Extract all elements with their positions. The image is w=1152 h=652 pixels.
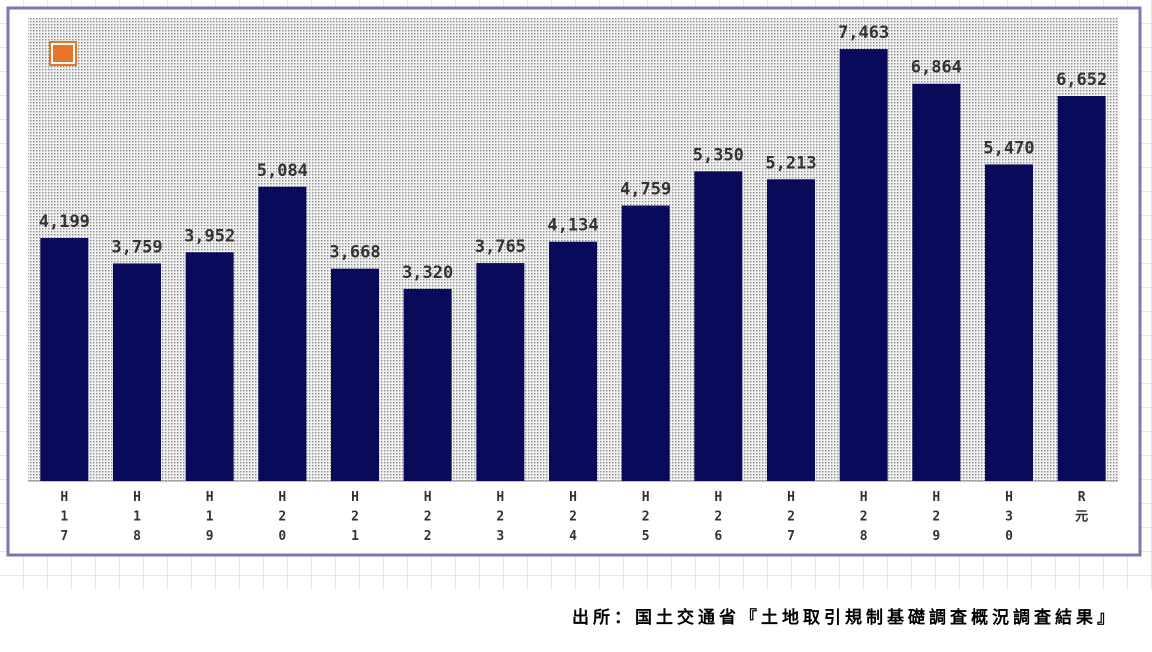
bar <box>694 171 743 481</box>
bar <box>621 205 670 481</box>
bar <box>767 179 815 482</box>
value-label: 4,199 <box>39 212 90 232</box>
bar <box>985 164 1033 481</box>
value-label: 3,759 <box>111 237 162 257</box>
value-label: 3,952 <box>184 226 235 246</box>
source-note: 出所：国土交通省『土地取引規制基礎調査概況調査結果』 <box>572 607 1118 628</box>
bar <box>912 83 961 481</box>
bar <box>258 186 307 482</box>
value-label: 5,213 <box>765 153 816 173</box>
bar <box>549 241 597 481</box>
footer-area <box>0 590 1152 648</box>
bar <box>1057 96 1106 481</box>
icon <box>49 41 77 66</box>
bar <box>40 237 89 481</box>
value-label: 7,463 <box>838 23 889 43</box>
bar <box>839 49 888 481</box>
bar <box>113 263 161 481</box>
value-label: 3,320 <box>402 263 453 283</box>
value-label: 3,765 <box>475 237 526 257</box>
value-label: 6,864 <box>911 58 962 78</box>
value-label: 5,350 <box>693 145 744 165</box>
value-label: 3,668 <box>329 243 380 263</box>
bar <box>476 263 525 481</box>
value-label: 4,759 <box>620 180 671 200</box>
bar <box>403 288 452 481</box>
value-label: 5,084 <box>257 161 308 181</box>
icon-inner <box>51 43 75 64</box>
bar <box>185 252 234 481</box>
value-label: 6,652 <box>1056 70 1107 90</box>
value-label: 4,134 <box>547 216 598 236</box>
value-label: 5,470 <box>983 138 1034 158</box>
bar <box>331 268 379 481</box>
